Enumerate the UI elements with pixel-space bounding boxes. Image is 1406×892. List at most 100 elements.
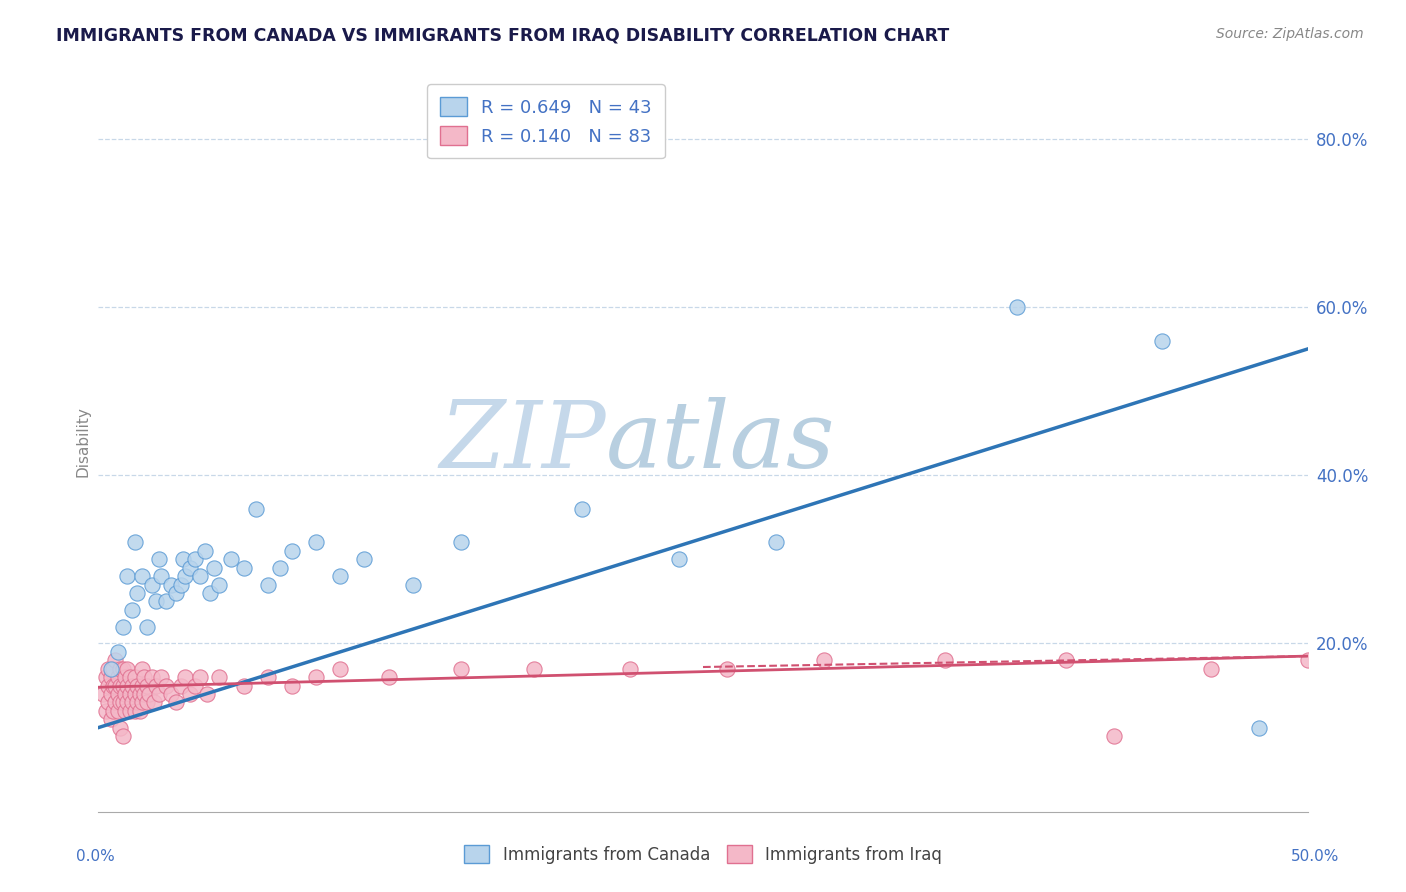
Point bbox=[174, 670, 197, 684]
Point bbox=[128, 687, 150, 701]
Point bbox=[131, 662, 153, 676]
Point bbox=[97, 662, 120, 676]
Point bbox=[281, 679, 304, 693]
Point bbox=[232, 560, 254, 574]
Point bbox=[305, 535, 328, 549]
Point bbox=[135, 695, 157, 709]
Point bbox=[165, 586, 187, 600]
Point bbox=[353, 552, 375, 566]
Point bbox=[169, 679, 191, 693]
Point bbox=[121, 603, 143, 617]
Point bbox=[128, 704, 150, 718]
Point bbox=[668, 552, 690, 566]
Point bbox=[1249, 721, 1271, 735]
Point bbox=[94, 670, 117, 684]
Point bbox=[131, 569, 153, 583]
Point bbox=[111, 695, 134, 709]
Text: atlas: atlas bbox=[606, 397, 835, 486]
Point bbox=[269, 560, 291, 574]
Point bbox=[1007, 300, 1029, 314]
Point bbox=[256, 670, 278, 684]
Point bbox=[117, 569, 139, 583]
Point bbox=[169, 577, 191, 591]
Point bbox=[131, 695, 153, 709]
Point bbox=[124, 670, 146, 684]
Point bbox=[179, 687, 201, 701]
Point bbox=[111, 662, 134, 676]
Point bbox=[1102, 729, 1125, 743]
Point bbox=[101, 662, 124, 676]
Point bbox=[1296, 653, 1319, 667]
Point bbox=[117, 662, 139, 676]
Point bbox=[245, 501, 267, 516]
Point bbox=[100, 670, 122, 684]
Point bbox=[145, 679, 167, 693]
Point bbox=[104, 679, 127, 693]
Point bbox=[143, 695, 166, 709]
Point bbox=[104, 695, 127, 709]
Point bbox=[184, 679, 207, 693]
Point bbox=[619, 662, 641, 676]
Point bbox=[305, 670, 328, 684]
Point bbox=[148, 687, 170, 701]
Point bbox=[94, 704, 117, 718]
Point bbox=[108, 679, 131, 693]
Point bbox=[138, 687, 160, 701]
Point bbox=[131, 679, 153, 693]
Point bbox=[208, 670, 231, 684]
Point bbox=[450, 662, 472, 676]
Point bbox=[107, 687, 129, 701]
Point bbox=[155, 679, 177, 693]
Point bbox=[194, 544, 217, 558]
Point bbox=[108, 695, 131, 709]
Point bbox=[111, 679, 134, 693]
Point bbox=[121, 679, 143, 693]
Point bbox=[232, 679, 254, 693]
Point bbox=[150, 569, 173, 583]
Point bbox=[111, 619, 134, 633]
Point bbox=[121, 695, 143, 709]
Point bbox=[188, 569, 211, 583]
Point bbox=[127, 679, 149, 693]
Point bbox=[208, 577, 231, 591]
Point bbox=[450, 535, 472, 549]
Point bbox=[329, 569, 352, 583]
Point bbox=[145, 594, 167, 608]
Point bbox=[135, 619, 157, 633]
Point bbox=[100, 662, 122, 676]
Point bbox=[127, 695, 149, 709]
Point bbox=[184, 552, 207, 566]
Point bbox=[377, 670, 399, 684]
Point bbox=[160, 687, 183, 701]
Text: Source: ZipAtlas.com: Source: ZipAtlas.com bbox=[1216, 27, 1364, 41]
Point bbox=[160, 577, 183, 591]
Point bbox=[117, 695, 139, 709]
Point bbox=[97, 679, 120, 693]
Point bbox=[256, 577, 278, 591]
Point bbox=[141, 670, 163, 684]
Point bbox=[329, 662, 352, 676]
Point bbox=[108, 662, 131, 676]
Point bbox=[114, 687, 136, 701]
Point bbox=[523, 662, 546, 676]
Point bbox=[135, 679, 157, 693]
Point bbox=[117, 679, 139, 693]
Point bbox=[114, 670, 136, 684]
Point bbox=[107, 704, 129, 718]
Point bbox=[101, 704, 124, 718]
Point bbox=[97, 695, 120, 709]
Point bbox=[172, 552, 194, 566]
Point bbox=[765, 535, 787, 549]
Point bbox=[150, 670, 173, 684]
Point bbox=[1199, 662, 1222, 676]
Point bbox=[101, 679, 124, 693]
Point bbox=[124, 704, 146, 718]
Point bbox=[107, 645, 129, 659]
Y-axis label: Disability: Disability bbox=[75, 406, 90, 477]
Point bbox=[716, 662, 738, 676]
Point bbox=[281, 544, 304, 558]
Point bbox=[1054, 653, 1077, 667]
Point bbox=[107, 670, 129, 684]
Point bbox=[204, 560, 226, 574]
Point bbox=[198, 586, 221, 600]
